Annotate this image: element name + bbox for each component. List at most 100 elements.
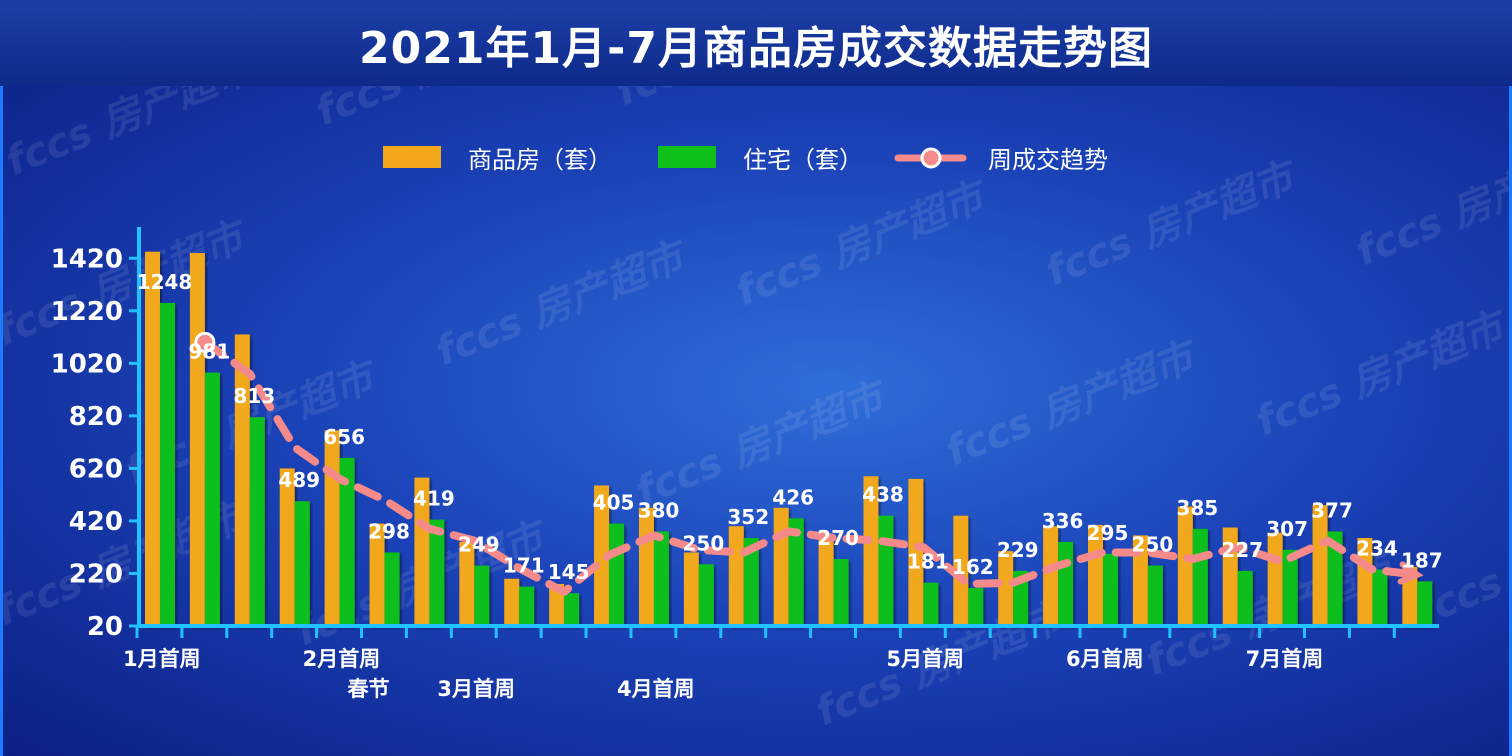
bar-commercial-17 [908, 478, 924, 626]
bar-residential-4 [339, 457, 355, 626]
bar-commercial-25 [1267, 532, 1283, 626]
data-label: 295 [1087, 521, 1129, 545]
bar-residential-2 [249, 417, 265, 626]
bar-line-chart: fccs 房产超市 fccs 房产超市 fccs 房产超市 fccs 房产超市 fccs… [3, 86, 1509, 735]
watermark: fccs 房产超市 [630, 372, 896, 515]
data-label: 380 [638, 498, 680, 522]
bar-commercial-15 [818, 535, 834, 626]
data-label: 813 [233, 384, 275, 408]
data-label: 227 [1221, 538, 1263, 562]
watermark: fccs 房产超市 [3, 86, 266, 185]
bar-residential-7 [474, 565, 490, 626]
chart-title: 2021年1月-7月商品房成交数据走势图 [359, 23, 1153, 74]
data-label: 298 [368, 519, 410, 543]
bar-residential-9 [564, 593, 580, 626]
data-label: 1248 [137, 270, 193, 294]
y-tick-label: 220 [69, 559, 123, 589]
bar-commercial-23 [1177, 506, 1193, 626]
data-label: 171 [503, 554, 545, 578]
data-label: 250 [1132, 533, 1174, 557]
bar-commercial-11 [638, 507, 654, 626]
bar-commercial-22 [1132, 535, 1148, 626]
bar-commercial-20 [1043, 526, 1059, 626]
bar-residential-22 [1147, 565, 1163, 626]
y-tick-label: 1420 [51, 244, 123, 274]
bar-residential-28 [1417, 581, 1433, 626]
watermark: fccs 房产超市 [1250, 302, 1509, 445]
bar-residential-21 [1103, 553, 1119, 626]
bar-commercial-14 [773, 507, 789, 626]
legend-swatch-commercial [383, 146, 441, 168]
trend-path [200, 338, 1422, 596]
legend-label-trend: 周成交趋势 [988, 146, 1108, 174]
bar-commercial-2 [234, 334, 250, 626]
bar-residential-16 [878, 515, 894, 626]
bar-residential-1 [204, 372, 220, 626]
data-label: 426 [772, 485, 814, 509]
watermarks: fccs 房产超市 fccs 房产超市 fccs 房产超市 fccs 房产超市 fccs… [3, 86, 1509, 735]
bar-commercial-0 [145, 251, 160, 626]
bar-residential-23 [1192, 528, 1208, 626]
data-label: 377 [1311, 498, 1353, 522]
data-label: 145 [548, 560, 590, 584]
bar-residential-8 [519, 586, 535, 626]
watermark: fccs 房产超市 [610, 86, 876, 115]
bar-commercial-19 [998, 551, 1014, 626]
data-label: 419 [413, 487, 455, 511]
legend-marker-trend [920, 147, 942, 169]
bar-residential-24 [1237, 570, 1253, 626]
x-tick-label: 1月首周 [123, 647, 201, 671]
x-tick-label: 4月首周 [617, 677, 695, 701]
data-label: 352 [727, 505, 769, 529]
bar-commercial-26 [1312, 505, 1328, 626]
watermark: fccs 房产超市 [730, 172, 996, 315]
x-tick-label: 2月首周 [303, 647, 381, 671]
data-label: 307 [1266, 517, 1308, 541]
data-label: 405 [593, 491, 635, 515]
y-tick-label: 820 [69, 402, 123, 432]
bar-commercial-13 [728, 526, 744, 626]
bar-residential-17 [923, 582, 939, 626]
bar-residential-20 [1058, 541, 1074, 626]
bar-commercial-1 [189, 253, 205, 626]
bar-residential-27 [1372, 569, 1388, 626]
data-label: 385 [1176, 496, 1218, 520]
data-label: 489 [278, 468, 320, 492]
data-label: 187 [1401, 548, 1443, 572]
data-label: 229 [997, 538, 1039, 562]
bar-commercial-5 [369, 523, 385, 626]
watermark: fccs 房产超市 [940, 332, 1206, 475]
y-tick-label: 420 [69, 507, 123, 537]
bar-commercial-10 [594, 485, 610, 626]
bar-residential-14 [788, 518, 804, 626]
x-tick-label: 春节 [348, 677, 390, 701]
legend-swatch-residential [658, 146, 716, 168]
bar-commercial-4 [324, 430, 340, 626]
bar-residential-18 [968, 587, 984, 626]
data-label: 981 [189, 340, 231, 364]
data-label: 656 [323, 425, 365, 449]
x-tick-label: 6月首周 [1066, 647, 1144, 671]
bar-residential-26 [1327, 531, 1343, 626]
data-label: 270 [817, 526, 859, 550]
bar-residential-13 [743, 538, 759, 626]
y-tick-label: 20 [87, 612, 123, 642]
bar-commercial-16 [863, 476, 879, 626]
data-label: 250 [682, 531, 724, 555]
watermark: fccs 房产超市 [3, 212, 256, 355]
bar-residential-15 [833, 559, 849, 626]
legend-label-commercial: 商品房（套） [468, 146, 612, 174]
legend-label-residential: 住宅（套） [743, 146, 863, 174]
data-label: 234 [1356, 537, 1398, 561]
bar-residential-3 [294, 501, 310, 626]
data-label: 181 [907, 550, 949, 574]
bar-residential-6 [429, 519, 445, 626]
bar-residential-25 [1282, 549, 1298, 626]
bar-commercial-3 [279, 468, 295, 626]
bars [145, 251, 1433, 626]
bar-residential-0 [160, 302, 175, 626]
y-tick-label: 1220 [51, 297, 123, 327]
